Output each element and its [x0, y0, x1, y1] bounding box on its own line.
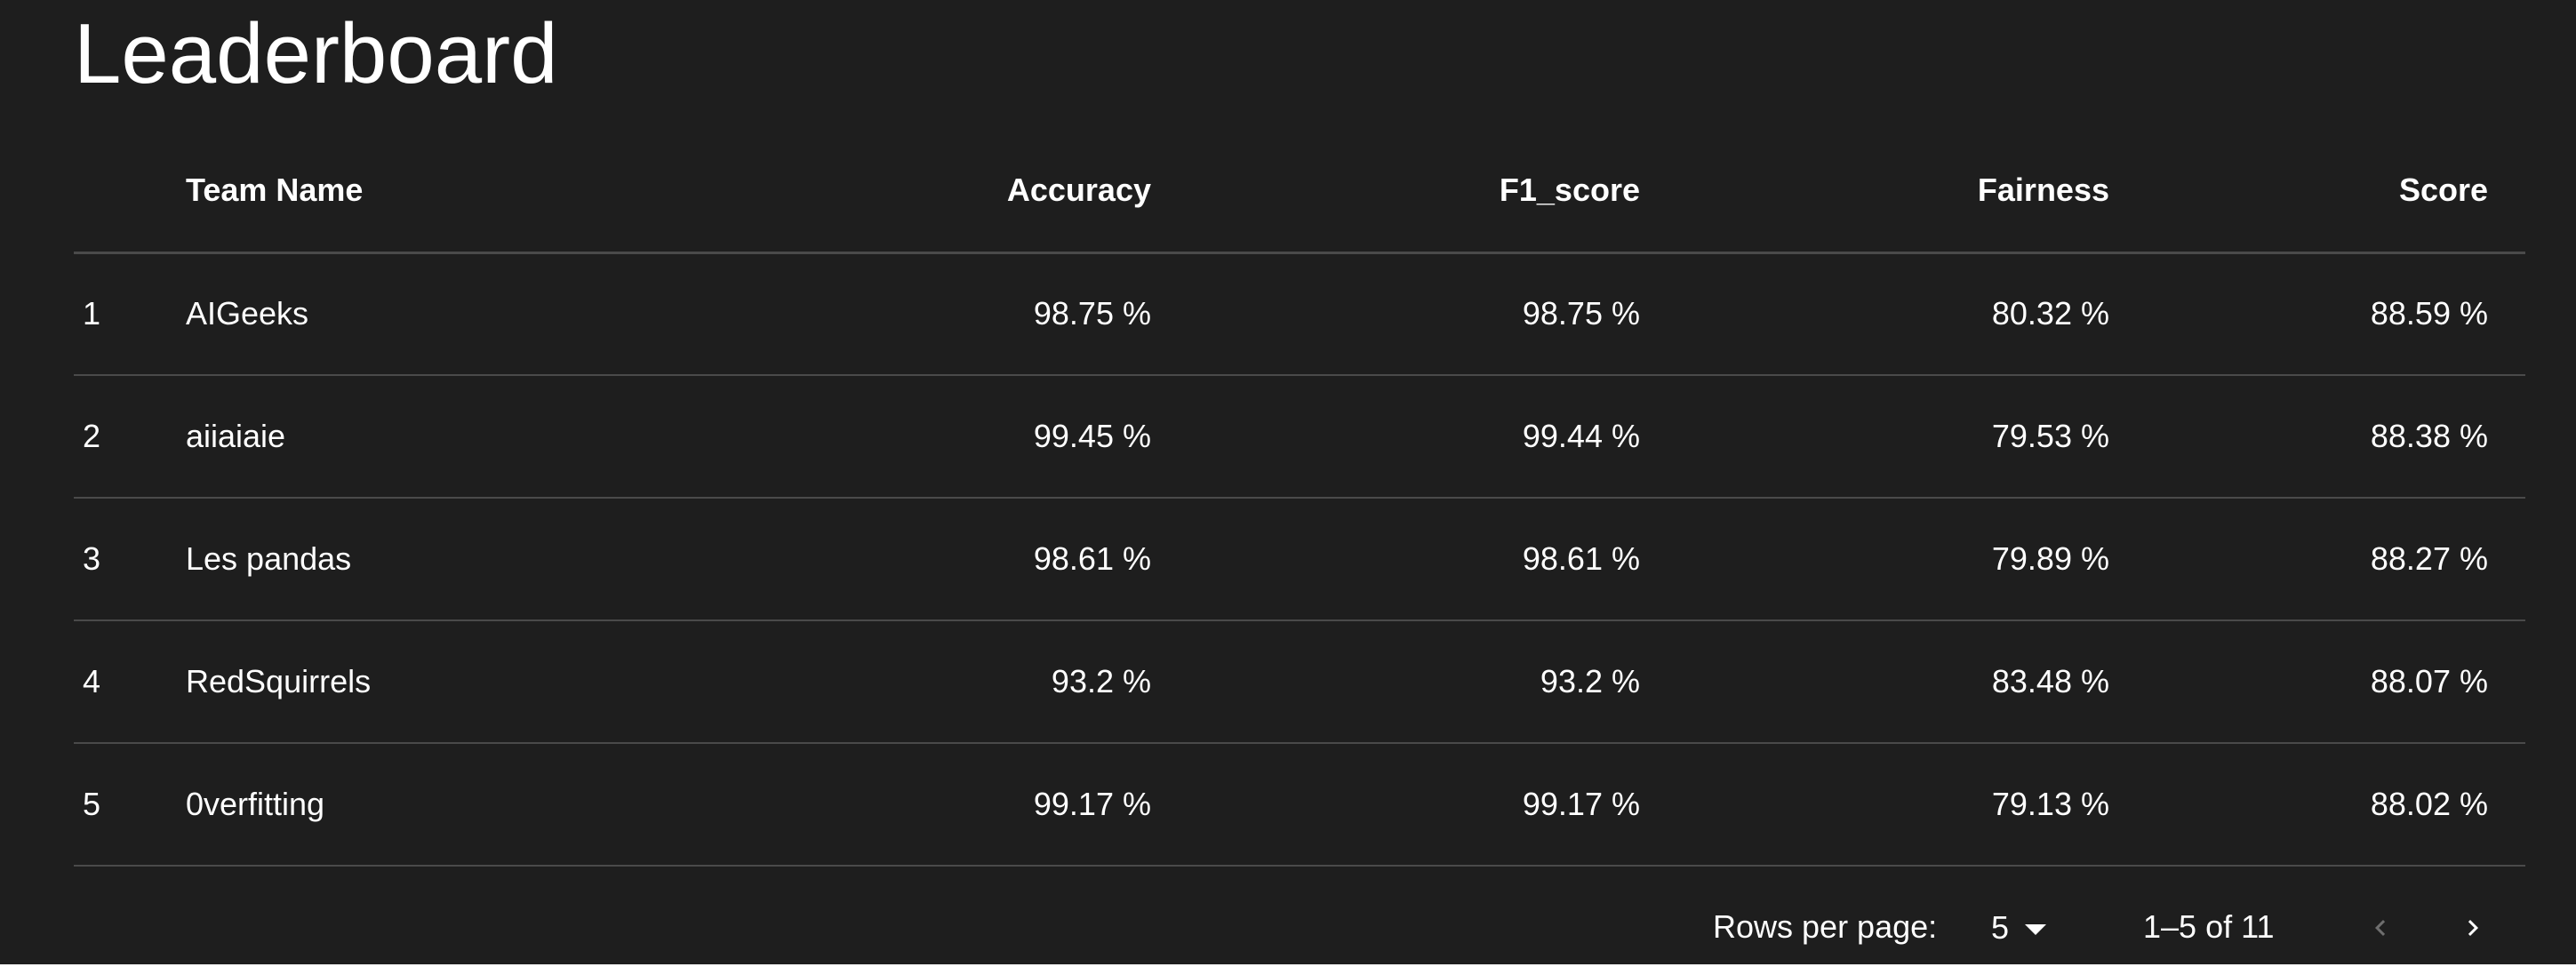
rows-per-page-value: 5: [1991, 909, 2010, 946]
cell-score: 88.02 %: [2109, 743, 2525, 867]
pagination-range: 1–5 of 11: [2143, 908, 2275, 945]
header-f1-score[interactable]: F1_score: [1151, 130, 1640, 254]
header-accuracy[interactable]: Accuracy: [568, 130, 1151, 254]
cell-team-name: Les pandas: [186, 498, 568, 621]
table-header-row: Team Name Accuracy F1_score Fairness Sco…: [74, 130, 2525, 254]
cell-accuracy: 98.61 %: [568, 498, 1151, 621]
cell-fairness: 83.48 %: [1640, 620, 2109, 744]
cell-score: 88.07 %: [2109, 620, 2525, 744]
cell-f1-score: 98.75 %: [1151, 252, 1640, 376]
cell-rank: 3: [74, 498, 186, 621]
table-row[interactable]: 3 Les pandas 98.61 % 98.61 % 79.89 % 88.…: [74, 498, 2525, 621]
cell-rank: 5: [74, 743, 186, 867]
cell-score: 88.59 %: [2109, 252, 2525, 376]
cell-f1-score: 99.17 %: [1151, 743, 1640, 867]
leaderboard-table: Team Name Accuracy F1_score Fairness Sco…: [74, 130, 2525, 867]
cell-team-name: 0verfitting: [186, 743, 568, 867]
cell-rank: 4: [74, 620, 186, 744]
next-page-button[interactable]: [2446, 901, 2500, 955]
table-row[interactable]: 2 aiiaiaie 99.45 % 99.44 % 79.53 % 88.38…: [74, 375, 2525, 499]
cell-fairness: 79.53 %: [1640, 375, 2109, 499]
cell-accuracy: 93.2 %: [568, 620, 1151, 744]
cell-score: 88.27 %: [2109, 498, 2525, 621]
cell-team-name: AIGeeks: [186, 252, 568, 376]
cell-score: 88.38 %: [2109, 375, 2525, 499]
page-title: Leaderboard: [74, 6, 558, 101]
table-row[interactable]: 5 0verfitting 99.17 % 99.17 % 79.13 % 88…: [74, 743, 2525, 867]
previous-page-button[interactable]: [2354, 901, 2407, 955]
cell-fairness: 80.32 %: [1640, 252, 2109, 376]
cell-team-name: RedSquirrels: [186, 620, 568, 744]
cell-rank: 1: [74, 252, 186, 376]
cell-f1-score: 99.44 %: [1151, 375, 1640, 499]
cell-fairness: 79.89 %: [1640, 498, 2109, 621]
table-row[interactable]: 1 AIGeeks 98.75 % 98.75 % 80.32 % 88.59 …: [74, 252, 2525, 376]
header-team-name[interactable]: Team Name: [186, 130, 568, 254]
cell-accuracy: 99.45 %: [568, 375, 1151, 499]
chevron-right-icon: [2468, 920, 2478, 936]
table-pagination: Rows per page: 5 1–5 of 11: [0, 898, 2576, 960]
rows-per-page-label: Rows per page:: [1713, 908, 1938, 945]
cell-rank: 2: [74, 375, 186, 499]
cell-f1-score: 93.2 %: [1151, 620, 1640, 744]
cell-fairness: 79.13 %: [1640, 743, 2109, 867]
chevron-left-icon: [2375, 920, 2386, 936]
header-rank: [74, 130, 186, 254]
table-row[interactable]: 4 RedSquirrels 93.2 % 93.2 % 83.48 % 88.…: [74, 620, 2525, 744]
caret-down-icon: [2025, 924, 2047, 935]
cell-f1-score: 98.61 %: [1151, 498, 1640, 621]
header-fairness[interactable]: Fairness: [1640, 130, 2109, 254]
rows-per-page-select[interactable]: 5: [1991, 903, 2047, 953]
cell-accuracy: 98.75 %: [568, 252, 1151, 376]
header-score[interactable]: Score: [2109, 130, 2525, 254]
cell-team-name: aiiaiaie: [186, 375, 568, 499]
cell-accuracy: 99.17 %: [568, 743, 1151, 867]
